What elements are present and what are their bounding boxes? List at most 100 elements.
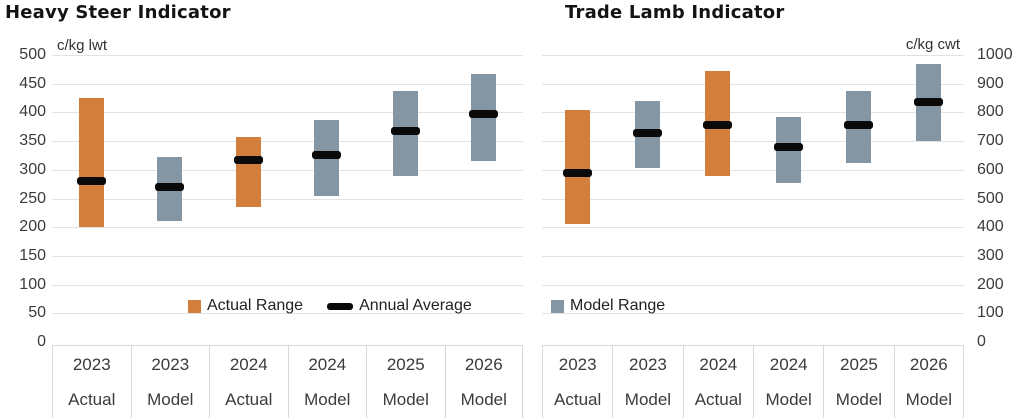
annual-average-marker [155,183,185,191]
y-axis-tick-label: 0 [977,333,986,350]
y-axis-tick-label: 1000 [977,46,1013,63]
y-axis-tick-label: 350 [19,132,46,150]
x-category-cell: 2024 Actual [209,346,288,418]
x-category-cell: 2023 Model [612,346,682,418]
legend: Model Range [551,297,665,315]
annual-average-marker [312,151,342,160]
y-axis-tick-label: 400 [19,103,46,121]
annual-average-marker [469,109,499,118]
chart-title: Heavy Steer Indicator [5,2,231,23]
gridline [52,83,523,85]
legend-swatch-square-icon [188,299,201,313]
x-category-cell: 2024 Model [753,346,823,418]
gridline [52,284,523,286]
category-year-label: 2026 [464,355,503,374]
range-bar-actual [78,98,104,228]
category-year-label: 2026 [909,355,948,374]
gridline [52,313,523,315]
x-category-cell: 2023 Actual [542,346,612,418]
annual-average-marker [914,98,944,107]
gridline [542,198,964,200]
category-row-border [542,345,964,346]
y-axis-tick-label: 200 [19,218,46,236]
y-axis-tick-label: 900 [977,74,1004,92]
category-kind-label: Model [765,390,812,409]
y-axis-tick-label: 800 [977,103,1004,121]
y-axis-tick-label: 50 [28,304,46,322]
category-year-label: 2023 [151,355,190,374]
range-bar-actual [235,136,261,207]
legend-label: Annual Average [359,297,472,314]
category-kind-label: Model [835,390,883,409]
gridline [542,255,964,257]
x-category-cell: 2026 Model [444,346,523,418]
x-category-cell: 2023 Actual [52,346,131,418]
legend-label: Model Range [570,297,666,314]
y-axis-tick-label: 0 [37,333,46,350]
gridline [542,112,964,114]
legend-swatch-square-icon [551,299,564,313]
category-kind-label: Model [905,390,952,409]
y-axis-tick-label: 600 [977,160,1004,178]
category-kind-label: Model [147,390,194,409]
category-kind-label: Actual [225,390,273,409]
gridline [542,83,964,85]
category-kind-label: Model [624,390,672,409]
y-axis-tick-label: 300 [977,246,1004,264]
y-axis-tick-label: 300 [19,160,46,178]
category-row-border [52,345,523,346]
annual-average-marker [703,121,733,130]
gridline [52,198,523,200]
gridline [542,284,964,286]
range-bar-actual [564,109,590,225]
category-kind-label: Actual [694,390,742,409]
x-category-cell: 2024 Actual [682,346,753,418]
annual-average-marker [844,121,873,130]
gridline [542,169,964,171]
x-category-cell: 2023 Model [130,346,210,418]
gridline [52,227,523,229]
y-axis-tick-label: 100 [19,275,46,293]
legend-swatch-dash-icon [327,302,354,310]
y-axis-tick-label: 500 [977,189,1004,207]
category-year-label: 2024 [229,355,268,374]
category-kind-label: Model [460,390,507,409]
y-axis-unit-label: c/kg lwt [57,37,108,54]
annual-average-marker [633,128,662,137]
legend: Actual Range Annual Average [188,297,472,315]
gridline [52,55,523,56]
annual-average-marker [773,142,803,151]
y-axis-tick-label: 700 [977,132,1004,150]
chart-title: Trade Lamb Indicator [565,2,785,23]
category-kind-label: Model [304,390,351,409]
category-year-label: 2023 [558,355,597,374]
category-year-label: 2024 [699,355,738,374]
gridline [542,141,964,143]
category-year-label: 2023 [72,355,111,374]
legend-item: Actual Range [188,297,303,315]
x-category-cell: 2026 Model [893,346,964,418]
x-category-cell: 2025 Model [823,346,893,418]
y-axis-tick-label: 500 [19,46,46,63]
y-axis-tick-label: 100 [977,304,1004,322]
annual-average-marker [233,156,263,164]
y-axis-tick-label: 250 [19,189,46,207]
category-year-label: 2024 [308,355,347,374]
y-axis-tick-label: 200 [977,275,1004,293]
gridline [52,169,523,171]
category-year-label: 2025 [386,355,425,374]
category-year-label: 2025 [840,355,878,374]
legend-item: Model Range [551,297,665,315]
y-axis-tick-label: 400 [977,218,1004,236]
gridline [542,227,964,229]
annual-average-marker [562,168,592,177]
legend-label: Actual Range [207,297,304,314]
legend-item: Annual Average [327,297,472,315]
annual-average-marker [390,126,420,135]
category-year-label: 2023 [629,355,667,374]
category-year-label: 2024 [769,355,808,374]
y-axis-tick-label: 150 [19,246,46,264]
y-axis-tick-label: 450 [19,74,46,92]
category-kind-label: Actual [554,390,602,409]
